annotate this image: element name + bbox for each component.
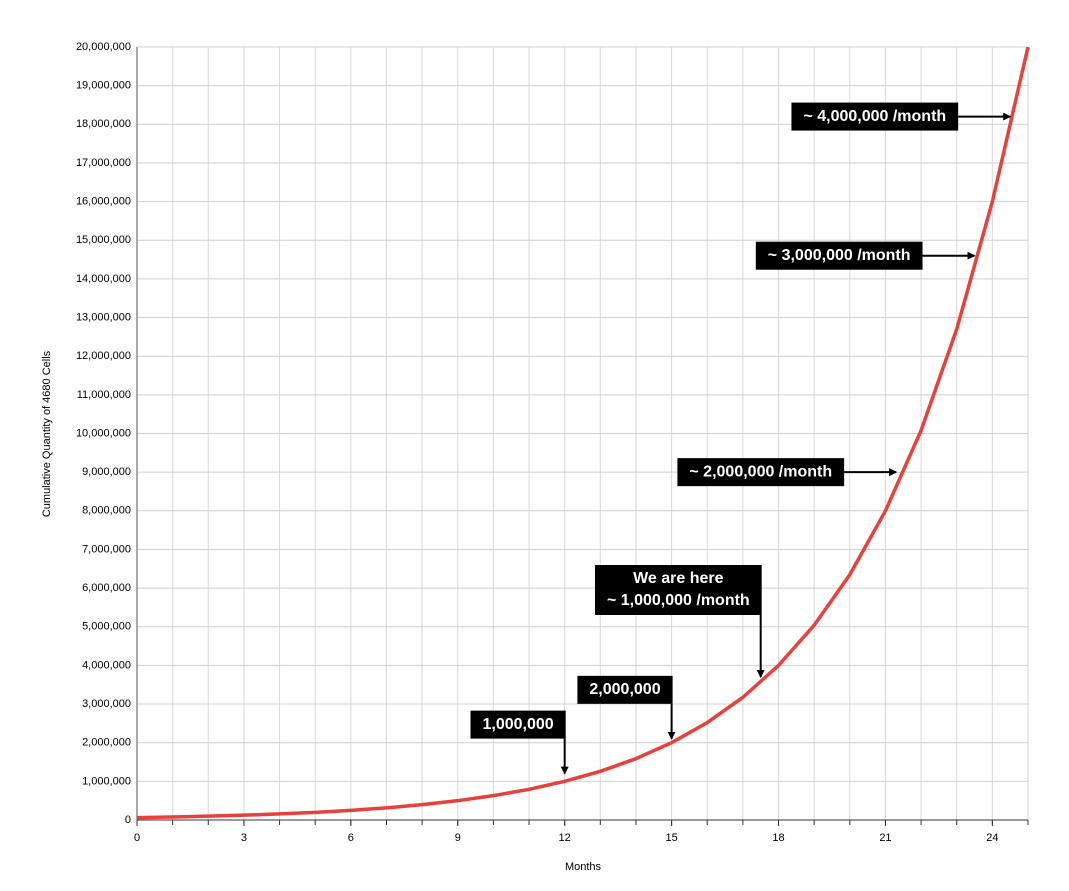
y-tick-label: 4,000,000 bbox=[82, 659, 131, 671]
annotation-text: ~ 4,000,000 /month bbox=[803, 108, 946, 125]
y-tick-label: 1,000,000 bbox=[82, 775, 131, 787]
annotation-text: 1,000,000 bbox=[482, 716, 553, 733]
y-tick-label: 6,000,000 bbox=[82, 582, 131, 594]
y-tick-label: 15,000,000 bbox=[76, 234, 131, 246]
y-tick-label: 9,000,000 bbox=[82, 466, 131, 478]
y-tick-label: 3,000,000 bbox=[82, 698, 131, 710]
y-axis-title: Cumulative Quantity of 4680 Cells bbox=[41, 350, 53, 517]
data-line bbox=[136, 46, 1030, 820]
x-tick-label: 15 bbox=[665, 832, 677, 844]
annotation-box bbox=[755, 241, 923, 270]
y-tick-label: 16,000,000 bbox=[76, 196, 131, 208]
x-tick-label: 24 bbox=[986, 832, 998, 844]
x-tick-label: 21 bbox=[879, 832, 891, 844]
y-tick-label: 7,000,000 bbox=[82, 543, 131, 555]
y-tick-label: 17,000,000 bbox=[76, 157, 131, 169]
y-tick-label: 18,000,000 bbox=[76, 118, 131, 130]
x-tick-label: 0 bbox=[134, 832, 140, 844]
annotation-text: We are here bbox=[633, 570, 724, 587]
y-tick-label: 13,000,000 bbox=[76, 311, 131, 323]
x-tick-label: 6 bbox=[348, 832, 354, 844]
x-tick-label: 18 bbox=[772, 832, 784, 844]
y-tick-label: 0 bbox=[125, 814, 131, 826]
y-tick-label: 8,000,000 bbox=[82, 505, 131, 517]
y-tick-label: 14,000,000 bbox=[76, 273, 131, 285]
annotation-text: ~ 1,000,000 /month bbox=[607, 592, 750, 609]
annotation-box bbox=[791, 102, 959, 131]
x-tick-label: 12 bbox=[559, 832, 571, 844]
y-tick-label: 12,000,000 bbox=[76, 350, 131, 362]
y-tick-label: 10,000,000 bbox=[76, 427, 131, 439]
x-tick-label: 3 bbox=[241, 832, 247, 844]
annotation-text: 2,000,000 bbox=[589, 681, 660, 698]
y-tick-label: 11,000,000 bbox=[77, 389, 131, 401]
annotation-text: ~ 3,000,000 /month bbox=[768, 247, 911, 264]
annotation-box bbox=[677, 458, 845, 487]
annotation-box bbox=[577, 675, 673, 704]
x-tick-label: 9 bbox=[455, 832, 461, 844]
y-tick-label: 19,000,000 bbox=[76, 80, 131, 92]
y-tick-label: 5,000,000 bbox=[82, 621, 131, 633]
annotation-box bbox=[470, 710, 566, 739]
y-tick-label: 2,000,000 bbox=[82, 737, 131, 749]
annotation-text: ~ 2,000,000 /month bbox=[689, 463, 832, 480]
y-tick-label: 20,000,000 bbox=[76, 41, 131, 53]
annotation-box bbox=[594, 564, 762, 615]
x-axis-title: Months bbox=[565, 861, 602, 873]
